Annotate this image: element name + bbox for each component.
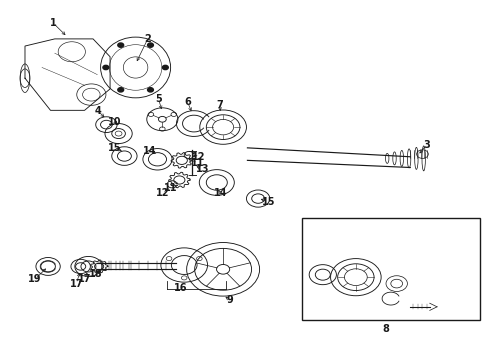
Text: 16: 16 [174,283,188,293]
Bar [302,218,480,320]
Circle shape [118,43,123,47]
Text: 3: 3 [423,140,430,150]
Text: 15: 15 [262,197,275,207]
Text: 13: 13 [196,164,209,174]
Circle shape [163,65,168,69]
Text: 2: 2 [145,34,151,44]
Text: 18: 18 [89,269,102,279]
Text: 14: 14 [144,146,157,156]
Text: 9: 9 [226,295,233,305]
Text: 5: 5 [155,94,162,104]
Circle shape [147,43,153,47]
Text: 14: 14 [214,188,227,198]
Circle shape [147,88,153,92]
Text: 10: 10 [108,117,122,127]
Text: 17: 17 [78,274,91,284]
Circle shape [103,65,109,69]
Circle shape [118,88,123,92]
Text: 6: 6 [184,97,191,107]
Text: 7: 7 [217,100,223,110]
Text: 11: 11 [191,158,205,168]
Text: 11: 11 [164,183,177,193]
Text: 12: 12 [156,188,169,198]
Text: 17: 17 [70,279,83,289]
Text: 8: 8 [383,324,390,334]
Text: 4: 4 [95,106,101,116]
Text: 15: 15 [108,143,122,153]
Text: 1: 1 [49,18,56,28]
Text: 19: 19 [28,274,42,284]
Text: 12: 12 [192,153,206,162]
